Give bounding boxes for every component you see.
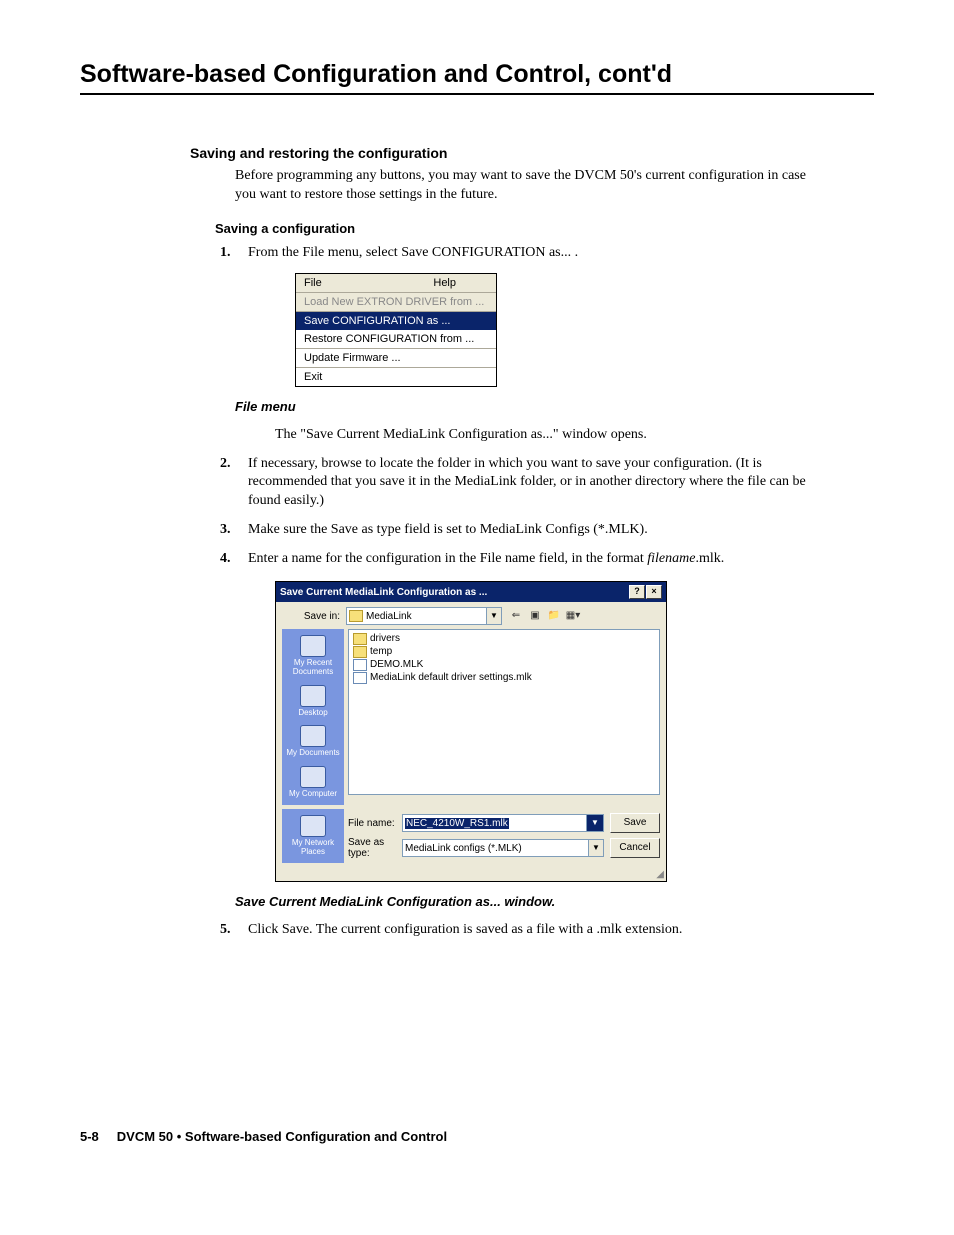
footer-text: DVCM 50 • Software-based Configuration a… <box>117 1129 447 1144</box>
place-label: My Documents <box>286 749 339 758</box>
back-icon[interactable]: ⇐ <box>508 608 524 624</box>
step-4: 4. Enter a name for the configuration in… <box>220 550 840 569</box>
page-number: 5-8 <box>80 1129 99 1144</box>
save-in-combo[interactable]: MediaLink ▼ <box>346 607 502 625</box>
place-recent[interactable]: My Recent Documents <box>282 633 344 679</box>
places-bar: My Recent Documents Desktop My Documents… <box>282 629 344 805</box>
place-label: My Computer <box>289 790 337 799</box>
step-2: 2. If necessary, browse to locate the fo… <box>220 455 840 512</box>
file-icon <box>353 672 367 684</box>
computer-icon <box>300 766 326 788</box>
chevron-down-icon[interactable]: ▼ <box>586 815 603 831</box>
file-menu-screenshot: File Help Load New EXTRON DRIVER from ..… <box>295 273 497 387</box>
step-text: From the File menu, select Save CONFIGUR… <box>248 244 840 263</box>
menu-file[interactable]: File <box>296 276 330 290</box>
menu-item-exit[interactable]: Exit <box>296 368 496 386</box>
intro-text: Before programming any buttons, you may … <box>235 167 825 205</box>
caption-save-dialog: Save Current MediaLink Configuration as.… <box>235 894 874 909</box>
place-label: Desktop <box>298 709 327 718</box>
step-number: 4. <box>220 550 248 569</box>
chevron-down-icon[interactable]: ▼ <box>486 608 501 624</box>
place-desktop[interactable]: Desktop <box>298 683 327 720</box>
page-title: Software-based Configuration and Control… <box>80 60 874 95</box>
save-type-value: MediaLink configs (*.MLK) <box>405 843 522 854</box>
file-name-value: NEC_4210W_RS1.mlk <box>405 818 509 829</box>
desktop-icon <box>300 685 326 707</box>
sub-heading: Saving a configuration <box>215 221 874 236</box>
up-icon[interactable]: ▣ <box>527 608 543 624</box>
list-item-label: drivers <box>370 633 400 644</box>
save-in-value: MediaLink <box>366 611 412 622</box>
list-item-folder[interactable]: temp <box>353 645 655 658</box>
list-item-label: MediaLink default driver settings.mlk <box>370 672 532 683</box>
section-heading: Saving and restoring the configuration <box>190 145 874 161</box>
menu-help[interactable]: Help <box>425 276 464 290</box>
folder-icon <box>349 610 363 622</box>
list-item-folder[interactable]: drivers <box>353 632 655 645</box>
new-folder-icon[interactable]: 📁 <box>546 608 562 624</box>
folder-icon <box>353 646 367 658</box>
dialog-titlebar: Save Current MediaLink Configuration as … <box>276 582 666 602</box>
step-text: Click Save. The current configuration is… <box>248 921 840 940</box>
menu-item-save-config[interactable]: Save CONFIGURATION as ... <box>296 312 496 330</box>
file-icon <box>353 659 367 671</box>
recent-icon <box>300 635 326 657</box>
menu-item-restore-config[interactable]: Restore CONFIGURATION from ... <box>296 330 496 348</box>
step-text: Make sure the Save as type field is set … <box>248 521 840 540</box>
page-footer: 5-8 DVCM 50 • Software-based Configurati… <box>80 1129 874 1144</box>
close-icon[interactable]: × <box>646 585 662 599</box>
list-item-file[interactable]: DEMO.MLK <box>353 658 655 671</box>
menu-item-update-firmware[interactable]: Update Firmware ... <box>296 349 496 367</box>
places-bar-bottom: My Network Places <box>282 809 344 863</box>
step-3: 3. Make sure the Save as type field is s… <box>220 521 840 540</box>
place-label: My Network Places <box>282 839 344 857</box>
place-network[interactable]: My Network Places <box>282 813 344 859</box>
views-icon[interactable]: ▦▾ <box>565 608 581 624</box>
dialog-title-text: Save Current MediaLink Configuration as … <box>280 587 628 598</box>
save-button[interactable]: Save <box>610 813 660 833</box>
network-icon <box>300 815 326 837</box>
chevron-down-icon[interactable]: ▼ <box>588 840 603 856</box>
save-type-combo[interactable]: MediaLink configs (*.MLK) ▼ <box>402 839 604 857</box>
step-text: If necessary, browse to locate the folde… <box>248 455 840 512</box>
step-number: 1. <box>220 244 248 263</box>
dialog-toolbar: ⇐ ▣ 📁 ▦▾ <box>508 608 581 624</box>
folder-icon <box>353 633 367 645</box>
step-number: 2. <box>220 455 248 512</box>
documents-icon <box>300 725 326 747</box>
resize-grip-icon[interactable]: ◢ <box>276 869 666 881</box>
save-dialog: Save Current MediaLink Configuration as … <box>275 581 667 882</box>
list-item-label: DEMO.MLK <box>370 659 423 670</box>
menu-bar: File Help <box>296 274 496 293</box>
after-menu-text: The "Save Current MediaLink Configuratio… <box>275 426 835 445</box>
step-number: 3. <box>220 521 248 540</box>
step-number: 5. <box>220 921 248 940</box>
save-in-row: Save in: MediaLink ▼ ⇐ ▣ 📁 ▦▾ <box>276 602 666 625</box>
file-name-label: File name: <box>348 818 402 829</box>
menu-item-load-driver: Load New EXTRON DRIVER from ... <box>296 293 496 311</box>
save-in-label: Save in: <box>282 611 346 622</box>
save-type-label: Save as type: <box>348 837 402 859</box>
file-name-input[interactable]: NEC_4210W_RS1.mlk ▼ <box>402 814 604 832</box>
step4-part-c: .mlk. <box>695 551 724 566</box>
list-item-file[interactable]: MediaLink default driver settings.mlk <box>353 671 655 684</box>
file-list[interactable]: drivers temp DEMO.MLK MediaLink default … <box>348 629 660 795</box>
step-text: Enter a name for the configuration in th… <box>248 550 840 569</box>
step-1: 1. From the File menu, select Save CONFI… <box>220 244 840 263</box>
step4-filename-italic: filename <box>647 551 695 566</box>
caption-file-menu: File menu <box>235 399 874 414</box>
step-5: 5. Click Save. The current configuration… <box>220 921 840 940</box>
place-label: My Recent Documents <box>282 659 344 677</box>
step4-part-a: Enter a name for the configuration in th… <box>248 551 647 566</box>
place-mycomputer[interactable]: My Computer <box>289 764 337 801</box>
cancel-button[interactable]: Cancel <box>610 838 660 858</box>
list-item-label: temp <box>370 646 392 657</box>
help-icon[interactable]: ? <box>629 585 645 599</box>
place-mydocs[interactable]: My Documents <box>286 723 339 760</box>
